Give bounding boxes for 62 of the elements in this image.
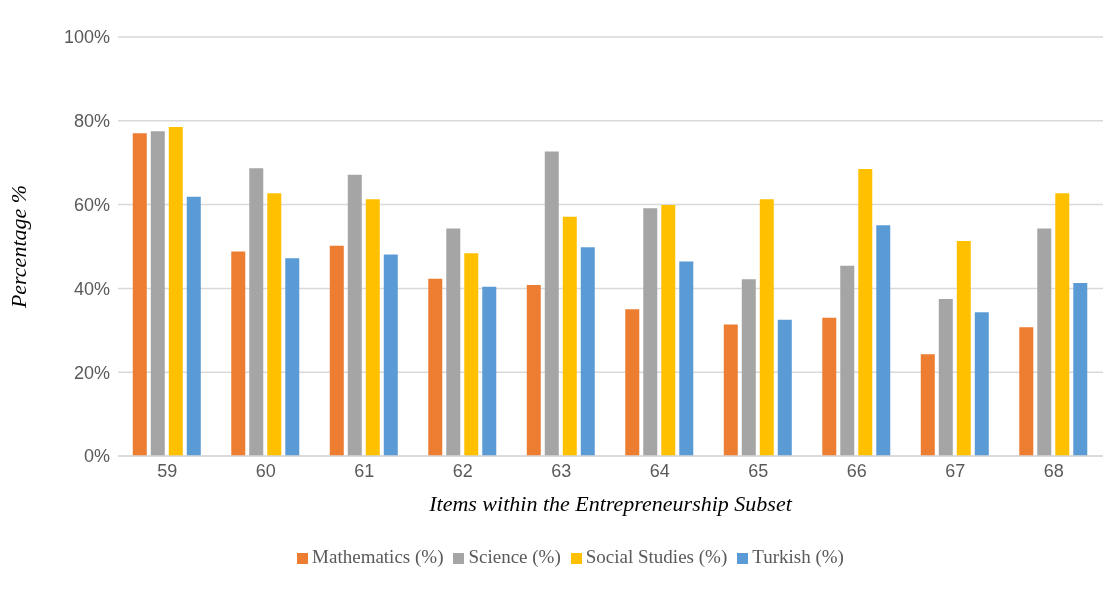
bar: [858, 168, 873, 456]
bar: [150, 131, 165, 456]
bar: [1037, 228, 1052, 456]
x-tick-label: 63: [551, 460, 572, 481]
legend-label: Social Studies (%): [585, 546, 728, 567]
bar: [347, 174, 362, 456]
bar: [723, 324, 738, 456]
bar: [580, 247, 595, 456]
bar: [679, 261, 694, 456]
bar: [526, 285, 541, 456]
bar: [1073, 282, 1088, 456]
x-tick-label: 64: [649, 460, 670, 481]
bar: [1019, 327, 1034, 456]
x-tick-label: 62: [452, 460, 473, 481]
bar: [1055, 193, 1070, 456]
legend-label: Mathematics (%): [312, 546, 444, 567]
bar: [777, 319, 792, 456]
y-tick-label: 20%: [73, 362, 110, 383]
legend-label: Turkish (%): [752, 546, 844, 567]
bar: [759, 199, 774, 456]
bar: [365, 199, 380, 456]
bar: [956, 241, 971, 456]
bar: [132, 133, 147, 456]
y-tick-label: 0%: [83, 446, 110, 467]
bar: [446, 228, 461, 456]
bar: [741, 279, 756, 456]
x-tick-label: 68: [1043, 460, 1064, 481]
bar: [428, 278, 443, 456]
bar: [643, 208, 658, 456]
y-tick-label: 40%: [73, 278, 110, 299]
bar: [876, 225, 891, 456]
x-tick-label: 61: [354, 460, 375, 481]
x-tick-label: 66: [846, 460, 867, 481]
bar: [285, 258, 300, 456]
bar: [231, 251, 246, 456]
bar: [168, 127, 183, 456]
y-axis-title: Percentage %: [5, 184, 31, 310]
bar: [267, 193, 282, 456]
y-tick-label: 100%: [63, 27, 110, 48]
bar: [383, 254, 398, 456]
bar: [186, 196, 201, 456]
x-tick-label: 67: [945, 460, 966, 481]
legend-label: Science (%): [468, 546, 561, 567]
bar: [544, 151, 559, 456]
bar: [840, 265, 855, 456]
x-axis-title: Items within the Entrepreneurship Subset: [428, 491, 793, 516]
x-tick-label: 65: [748, 460, 769, 481]
y-tick-label: 80%: [73, 111, 110, 132]
bar: [625, 309, 640, 456]
bar: [938, 298, 953, 456]
bar: [822, 317, 837, 456]
bar: [464, 253, 479, 456]
bar: [920, 354, 935, 456]
bar: [661, 205, 676, 456]
bar: [482, 286, 497, 456]
x-tick-label: 59: [157, 460, 178, 481]
bar: [249, 168, 264, 456]
bar: [974, 312, 989, 456]
y-tick-label: 60%: [73, 194, 110, 215]
x-tick-label: 60: [255, 460, 276, 481]
bar: [562, 216, 577, 456]
bar: [329, 245, 344, 456]
